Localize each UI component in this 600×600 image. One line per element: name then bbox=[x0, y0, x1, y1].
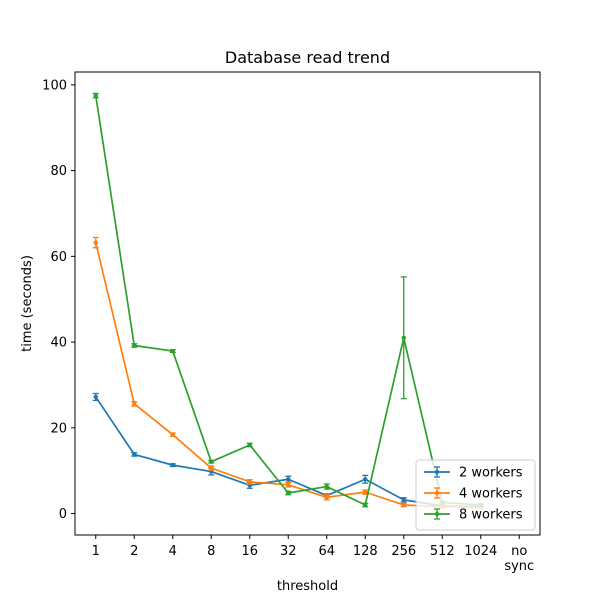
data-point bbox=[132, 452, 137, 457]
x-tick-label: 256 bbox=[391, 544, 416, 559]
x-tick-label: 32 bbox=[280, 544, 297, 559]
data-point bbox=[324, 484, 329, 489]
data-point bbox=[401, 497, 406, 503]
data-point bbox=[363, 502, 368, 508]
x-tick-label: 128 bbox=[353, 544, 378, 559]
y-tick-label: 80 bbox=[50, 164, 67, 179]
data-point bbox=[286, 482, 291, 488]
series-3 bbox=[92, 92, 484, 508]
x-axis-label: threshold bbox=[277, 579, 338, 594]
data-point bbox=[209, 459, 214, 464]
x-tick-label: 64 bbox=[318, 544, 335, 559]
data-point bbox=[401, 502, 406, 508]
data-point bbox=[401, 335, 406, 340]
data-point bbox=[209, 465, 214, 471]
x-tick-label-line: no bbox=[511, 544, 527, 559]
x-tick-label: 4 bbox=[169, 544, 177, 559]
plot-frame bbox=[74, 71, 541, 536]
x-tick-label-line: 1024 bbox=[464, 544, 497, 559]
data-point bbox=[286, 490, 291, 496]
x-tick-label-line: 1 bbox=[92, 544, 100, 559]
x-tick-label: 8 bbox=[207, 544, 215, 559]
y-axis-label: time (seconds) bbox=[20, 255, 35, 352]
legend-marker bbox=[434, 511, 440, 517]
y-tick-label: 100 bbox=[42, 78, 67, 93]
data-point bbox=[170, 348, 175, 354]
plot-area bbox=[92, 92, 484, 510]
data-point bbox=[247, 442, 252, 448]
data-point bbox=[93, 394, 98, 400]
x-tick-label-line: 128 bbox=[353, 544, 378, 559]
legend-marker bbox=[434, 469, 440, 475]
legend-label: 8 workers bbox=[459, 508, 523, 523]
x-tick-label-line: sync bbox=[504, 559, 534, 574]
data-point bbox=[363, 489, 368, 495]
y-tick-label: 40 bbox=[50, 336, 67, 351]
data-point bbox=[132, 343, 137, 348]
data-point bbox=[93, 240, 98, 245]
y-tick-label: 0 bbox=[59, 507, 67, 522]
data-point bbox=[132, 401, 137, 407]
legend: 2 workers 4 workers 8 workers bbox=[415, 459, 536, 531]
x-tick-label: 1 bbox=[92, 544, 100, 559]
y-tick-label: 20 bbox=[50, 421, 67, 436]
data-point bbox=[363, 477, 368, 482]
x-axis: 1 2 4 8 16 32 64 128 256 512 1024 no sync bbox=[92, 535, 534, 574]
x-tick-label-line: 512 bbox=[430, 544, 455, 559]
legend-label: 2 workers bbox=[459, 466, 523, 481]
x-tick-label: no sync bbox=[504, 544, 534, 574]
chart-title: Database read trend bbox=[225, 48, 390, 67]
legend-box bbox=[415, 459, 536, 531]
legend-marker bbox=[434, 490, 440, 496]
x-tick-label-line: 8 bbox=[207, 544, 215, 559]
data-point bbox=[286, 477, 291, 482]
data-point bbox=[247, 479, 252, 485]
x-tick-label-line: 2 bbox=[130, 544, 138, 559]
data-point bbox=[93, 93, 98, 98]
data-point bbox=[170, 432, 175, 437]
x-tick-label: 2 bbox=[130, 544, 138, 559]
y-tick-label: 60 bbox=[50, 250, 67, 265]
x-tick-label: 16 bbox=[241, 544, 258, 559]
legend-label: 4 workers bbox=[459, 487, 523, 502]
series-line bbox=[94, 95, 481, 506]
data-point bbox=[324, 495, 329, 500]
data-point bbox=[170, 462, 175, 468]
x-tick-label-line: 32 bbox=[280, 544, 297, 559]
x-tick-label: 512 bbox=[430, 544, 455, 559]
x-tick-label: 1024 bbox=[464, 544, 497, 559]
y-axis: 0 20 40 60 80 100 bbox=[42, 78, 75, 522]
x-tick-label-line: 16 bbox=[241, 544, 258, 559]
x-tick-label-line: 64 bbox=[318, 544, 335, 559]
x-tick-label-line: 256 bbox=[391, 544, 416, 559]
x-tick-label-line: 4 bbox=[169, 544, 177, 559]
